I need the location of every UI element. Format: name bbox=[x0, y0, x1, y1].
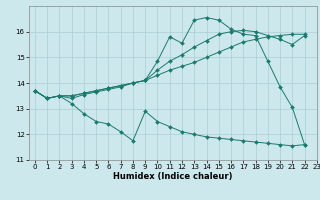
X-axis label: Humidex (Indice chaleur): Humidex (Indice chaleur) bbox=[113, 172, 233, 181]
